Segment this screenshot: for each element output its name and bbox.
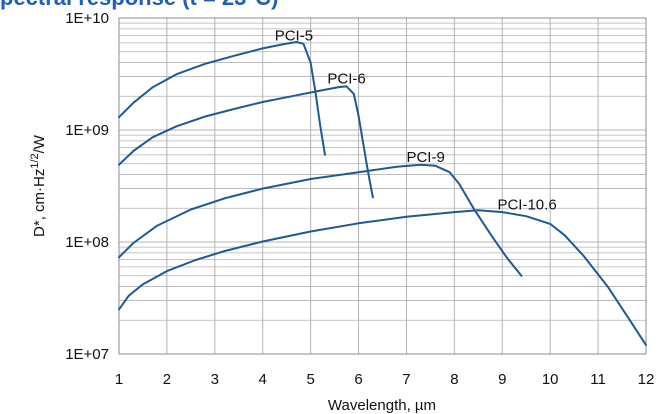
series-label-pci-10-6: PCI-10.6 [497,197,556,214]
series-line-pci-5 [118,41,326,156]
series-label-pci-6: PCI-6 [327,71,365,88]
series-line-pci-10-6 [118,209,647,347]
y-tick-label: 1E+09 [65,122,109,139]
y-axis-title-superscript: 1/2 [29,153,41,168]
x-tick-label: 2 [163,371,171,388]
x-tick-label: 9 [498,371,506,388]
series-label-pci-9: PCI-9 [406,149,444,166]
series-line-pci-9 [118,163,523,277]
x-tick-label: 12 [638,371,655,388]
series-label-pci-5: PCI-5 [275,27,313,44]
grid [118,17,647,355]
series-lines [118,41,647,347]
x-tick-labels: 1 2 3 4 5 6 7 8 9 10 11 12 [115,371,655,388]
page-heading: pectral response (t = 23°C) [0,0,658,10]
y-axis-title-main: D*, cm·Hz [31,169,48,237]
series-line-pci-6 [118,85,374,199]
y-tick-labels: 1E+07 1E+08 1E+09 1E+10 [65,10,109,363]
x-tick-label: 4 [259,371,267,388]
x-tick-label: 8 [450,371,458,388]
plot-area-border [118,17,647,355]
y-tick-label: 1E+10 [65,10,109,27]
x-tick-label: 11 [590,371,606,388]
x-tick-label: 7 [402,371,410,388]
x-axis-title: Wavelength, µm [328,397,436,414]
x-tick-label: 10 [542,371,559,388]
y-axis-title: D*, cm·Hz1/2/W [29,134,48,237]
x-tick-label: 6 [354,371,362,388]
x-tick-label: 1 [115,371,123,388]
x-tick-label: 5 [306,371,314,388]
y-tick-label: 1E+08 [65,234,109,251]
series-labels: PCI-5 PCI-6 PCI-9 PCI-10.6 [275,27,557,213]
y-tick-label: 1E+07 [65,346,109,363]
y-axis-title-suffix: /W [31,134,48,153]
x-tick-label: 3 [211,371,219,388]
